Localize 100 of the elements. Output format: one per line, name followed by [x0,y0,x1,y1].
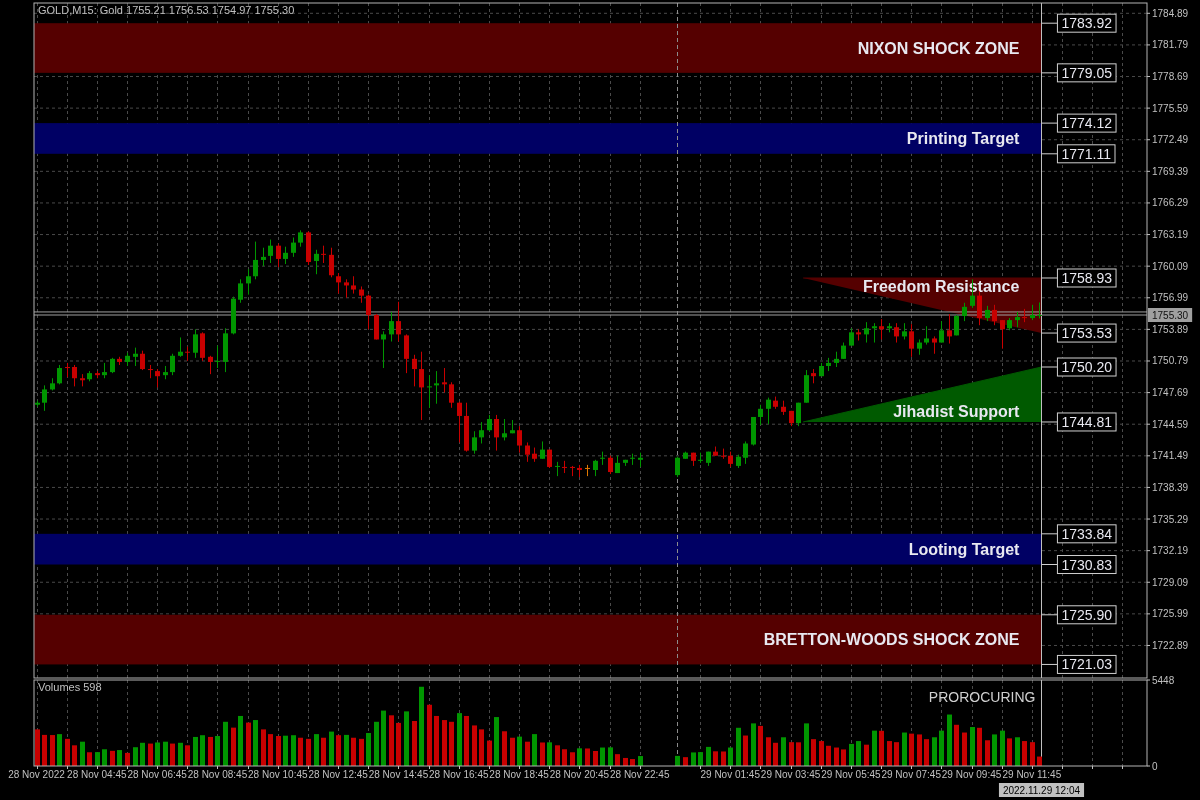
bar [140,742,145,766]
x-tick-label: 28 Nov 22:45 [610,769,670,780]
candlestick [381,330,386,369]
candlestick [879,318,884,340]
bar [208,736,213,766]
bar [291,735,296,766]
candlestick [261,247,266,267]
bar [585,748,590,766]
x-tick-label: 29 Nov 11:45 [1002,769,1062,780]
bar [283,735,288,766]
y-tick-label: 1778.69 [1152,71,1189,83]
candlestick [502,418,507,441]
bar [864,744,869,766]
x-tick-label: 28 Nov 18:45 [489,769,550,780]
bar [547,742,552,766]
price-label: 1755.30 [1148,308,1193,322]
candlestick [1000,319,1005,350]
candlestick [155,368,160,388]
x-tick-label: 29 Nov 01:45 [700,769,761,780]
candlestick [42,384,47,412]
bar [593,751,598,766]
annotation: 1744.81 [1061,413,1113,430]
bar [721,751,726,766]
band-label: NIXON SHOCK ZONE [857,39,1020,57]
candlestick [939,320,944,344]
bar [163,741,168,766]
bar [374,721,379,766]
candlestick [570,465,575,477]
candlestick [185,346,190,362]
y-tick-label: 1747.69 [1152,387,1189,399]
x-tick-label: 28 Nov 08:45 [187,769,248,780]
bar [215,736,220,766]
bar [419,686,424,766]
bar [970,727,975,766]
bar [133,747,138,766]
ref-line-label: 1755.30 [1152,309,1189,321]
candlestick [65,362,70,378]
bar [751,723,756,766]
bar [615,754,620,766]
annotation: 1730.83 [1061,556,1113,573]
candlestick [721,448,726,460]
bar [909,733,914,766]
candlestick [1022,308,1027,323]
candlestick [608,455,613,475]
y-tick-label: 1753.89 [1152,323,1189,335]
candlestick [457,401,462,443]
annotation: 1733.84 [1061,525,1113,542]
x-tick-label: 28 Nov 2022 [8,769,66,780]
band-label: Printing Target [906,129,1021,147]
candlestick [276,243,281,268]
candlestick [894,322,899,344]
bar [540,742,545,766]
y-tick-label: 1775.59 [1152,102,1189,114]
x-tick-label: 28 Nov 16:45 [429,769,489,780]
ref-line-label: 2022.11.29 12:04 [1002,784,1081,796]
candlestick [419,351,424,421]
x-tick-label: 29 Nov 03:45 [760,769,821,780]
candlestick [389,311,394,343]
candlestick [148,364,153,379]
bar [50,735,55,766]
candlestick [238,278,243,304]
candlestick [133,347,138,367]
bar [781,737,786,766]
bar [743,735,748,766]
x-tick-label: 28 Nov 06:45 [127,769,188,780]
bar [306,738,311,766]
candlestick [404,333,409,374]
bar [683,757,688,766]
x-tick-label: 28 Nov 20:45 [549,769,610,780]
bar [947,714,952,766]
candlestick [246,268,251,296]
bar [276,736,281,766]
bar [577,748,582,766]
candlestick [977,291,982,326]
bar [487,740,492,766]
candlestick [396,301,401,343]
bar [985,740,990,766]
bar [87,752,92,766]
bar [954,724,959,766]
bar [35,729,40,766]
bar [494,717,499,766]
y-tick-label: 1763.19 [1152,229,1189,241]
bar [608,747,613,766]
candlestick [585,464,590,477]
y-tick-label: 1729.09 [1152,576,1189,588]
annotation: 1750.20 [1061,359,1113,376]
bar [449,721,454,766]
candlestick [562,460,567,474]
bar [872,730,877,766]
bar [65,738,70,766]
candlestick [856,328,861,341]
candlestick [962,302,967,322]
candlestick [449,381,454,409]
candlestick [314,249,319,275]
bar [856,741,861,766]
candlestick [434,370,439,405]
bar [962,732,967,766]
bar [773,742,778,766]
bar [811,739,816,766]
candlestick [253,241,258,280]
